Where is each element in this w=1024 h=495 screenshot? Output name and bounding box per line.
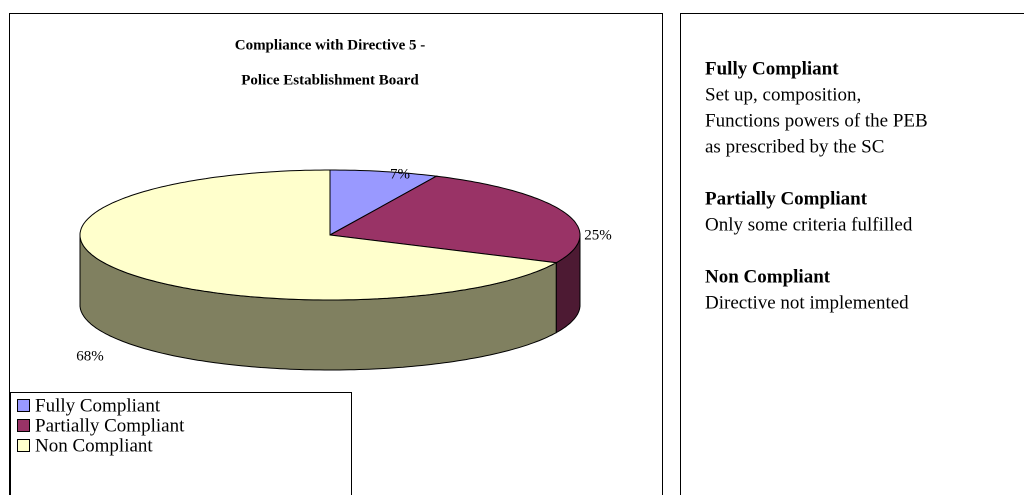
data-label: 7% (390, 166, 410, 182)
notes-frame (680, 13, 1024, 495)
legend-swatch (17, 419, 30, 432)
note-text: as prescribed by the SC (705, 136, 884, 157)
pie-slice (79, 169, 558, 301)
note-text: Functions powers of the PEB (705, 110, 928, 131)
legend-box (10, 392, 352, 495)
chart-title: Police Establishment Board (241, 72, 419, 88)
note-term: Non Compliant (705, 266, 831, 287)
data-label: 25% (584, 227, 612, 243)
legend-swatch (17, 439, 30, 452)
legend-label: Non Compliant (35, 435, 153, 456)
note-term: Partially Compliant (705, 188, 868, 209)
note-term: Fully Compliant (705, 58, 839, 79)
note-text: Only some criteria fulfilled (705, 214, 913, 235)
legend-swatch (17, 399, 30, 412)
note-text: Directive not implemented (705, 292, 909, 313)
note-text: Set up, composition, (705, 84, 861, 105)
legend-label: Partially Compliant (35, 415, 185, 436)
data-label: 68% (76, 348, 104, 364)
notes: Fully Compliant Set up, composition, Funct… (705, 58, 928, 313)
pie: 7% 25% 68% (76, 166, 612, 371)
chart-title: Compliance with Directive 5 - (235, 37, 426, 53)
pie-slice (328, 175, 581, 264)
pie-slice (329, 169, 438, 236)
legend-label: Fully Compliant (35, 395, 161, 416)
